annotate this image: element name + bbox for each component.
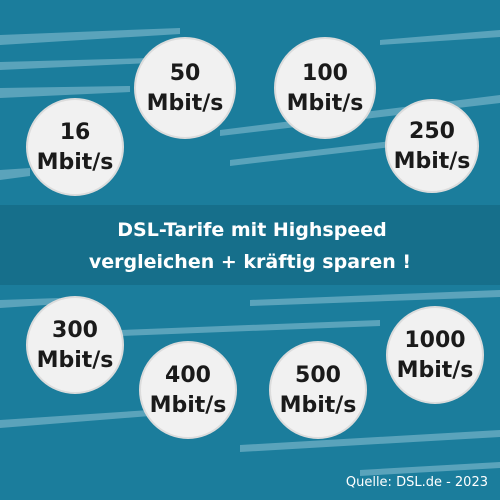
speed-unit: Mbit/s [37,348,114,373]
speed-value: 250 [409,119,455,144]
speed-unit: Mbit/s [394,149,471,174]
speed-bubble [26,98,124,196]
banner-line: vergleichen + kräftig sparen ! [89,251,411,273]
speed-unit: Mbit/s [280,393,357,418]
speed-unit: Mbit/s [397,358,474,383]
speed-value: 1000 [404,328,465,353]
speed-value: 100 [302,61,348,86]
source-note: Quelle: DSL.de - 2023 [346,475,488,490]
speed-value: 400 [165,363,211,388]
banner-band [0,205,500,285]
speed-unit: Mbit/s [37,150,114,175]
speed-value: 500 [295,363,341,388]
speed-bubble [385,99,479,193]
speed-unit: Mbit/s [287,91,364,116]
speed-value: 50 [170,61,201,86]
speed-bubble [139,341,237,439]
speed-value: 300 [52,318,98,343]
speed-unit: Mbit/s [150,393,227,418]
speed-bubble [386,306,484,404]
speed-bubble [26,296,124,394]
speed-bubble [274,37,376,139]
banner-line: DSL-Tarife mit Highspeed [117,219,386,241]
speed-bubble [269,341,367,439]
speed-value: 16 [60,120,91,145]
speed-unit: Mbit/s [147,91,224,116]
speed-bubble [134,37,236,139]
